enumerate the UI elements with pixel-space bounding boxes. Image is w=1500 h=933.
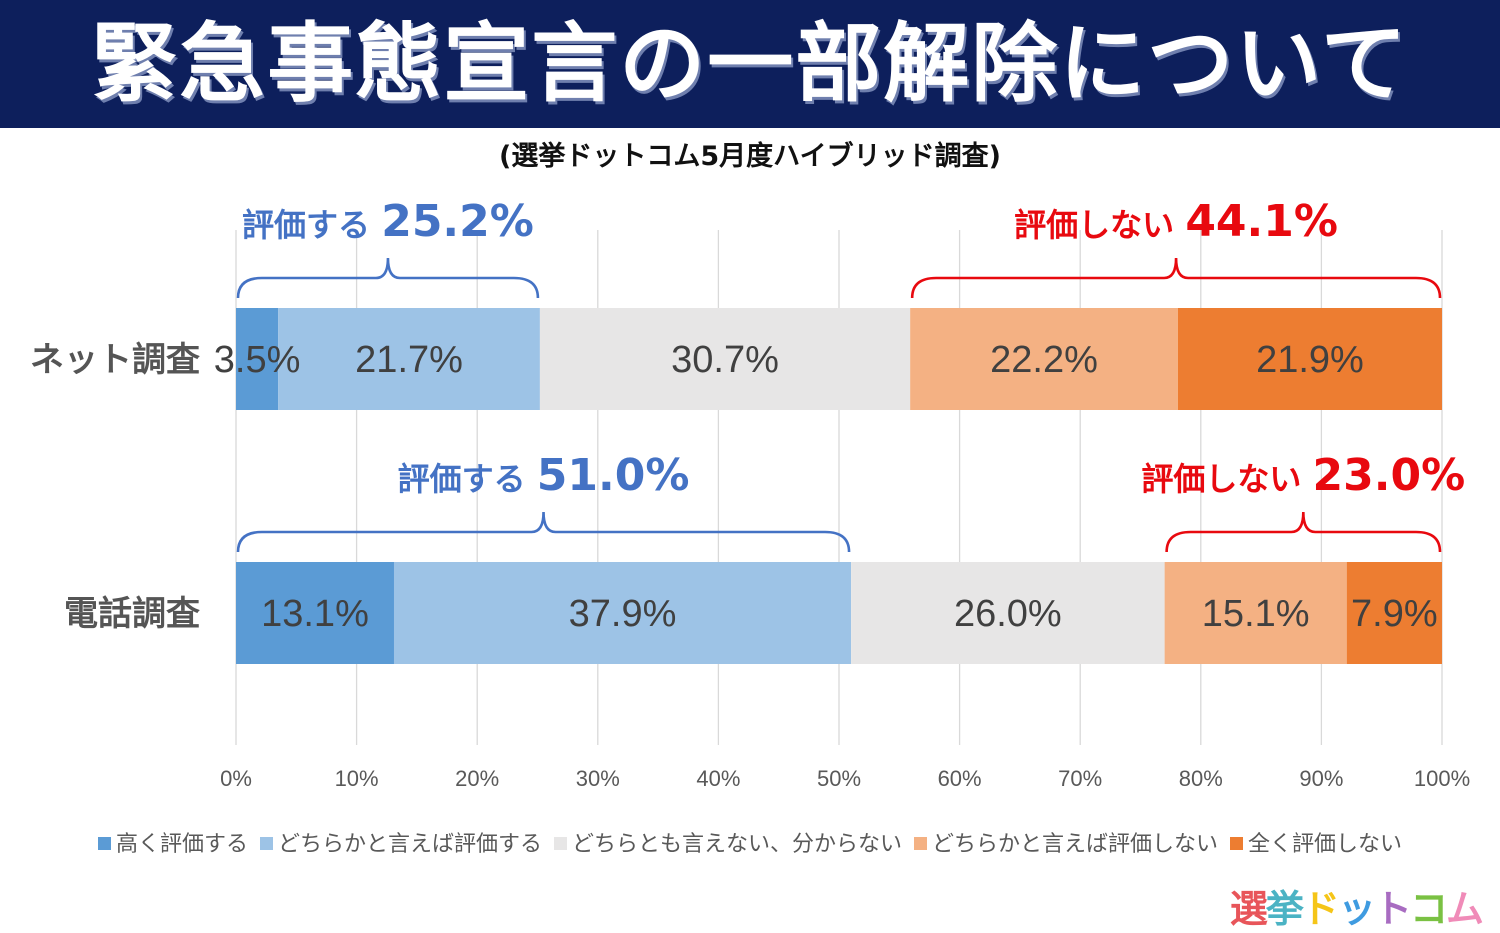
annotation-value: 23.0% xyxy=(1313,450,1466,501)
bar-segment xyxy=(539,308,911,410)
legend-swatch xyxy=(259,837,273,850)
legend: 高く評価する どちらかと言えば評価する どちらとも言えない、分からない どちらかと言え… xyxy=(0,826,1500,858)
logo-char: ド xyxy=(1301,887,1340,931)
x-tick-label: 0% xyxy=(220,766,252,791)
bar-segment xyxy=(393,562,852,664)
data-label: 15.1% xyxy=(1202,593,1310,635)
title-banner xyxy=(0,0,1500,128)
annotation-label: 評価する xyxy=(398,460,537,498)
bar-segment xyxy=(1177,308,1442,410)
annotation-label: 評価しない xyxy=(1014,206,1185,244)
annotation-positive: 評価する 51.0% xyxy=(398,450,690,501)
legend-swatch xyxy=(914,837,927,850)
legend-swatch xyxy=(553,837,567,850)
data-label: 37.9% xyxy=(569,593,677,635)
category-label: ネット調査 xyxy=(30,340,200,380)
bar-segment xyxy=(278,308,540,410)
logo-char: ト xyxy=(1373,887,1412,931)
logo-char: ム xyxy=(1445,887,1484,931)
x-tick-label: 60% xyxy=(938,766,982,791)
annotation-value: 25.2% xyxy=(381,196,534,247)
x-tick-label: 40% xyxy=(696,766,740,791)
annotation-value: 51.0% xyxy=(537,450,690,501)
logo-char: 挙 xyxy=(1265,887,1304,931)
data-label: 3.5% xyxy=(214,339,301,381)
bar-segment xyxy=(910,308,1178,410)
legend-item: 全く評価しない xyxy=(1230,826,1402,858)
legend-item: 高く評価する xyxy=(97,826,248,858)
x-tick-label: 20% xyxy=(455,766,499,791)
annotation-negative: 評価しない 44.1% xyxy=(1014,196,1338,247)
logo-char: 選 xyxy=(1229,887,1268,931)
bar-segment xyxy=(236,562,394,664)
data-label: 7.9% xyxy=(1351,593,1438,635)
brace-negative xyxy=(910,257,1442,299)
legend-item: どちらかと言えば評価しない xyxy=(914,826,1218,858)
legend-item: どちらかと言えば評価する xyxy=(259,826,542,858)
bars: 3.5% 21.7% 30.7% 22.2% 21.9% 13.1% 37.9% 26.0% 1… xyxy=(214,308,1442,664)
x-tick-label: 100% xyxy=(1414,766,1470,791)
bar-segment xyxy=(1346,562,1442,664)
legend-label: 全く評価しない xyxy=(1248,832,1403,857)
logo-char: コ xyxy=(1409,887,1448,931)
x-tick-label: 80% xyxy=(1179,766,1223,791)
legend-label: どちらかと言えば評価しない xyxy=(932,832,1219,857)
brace-negative xyxy=(1165,511,1442,553)
brace-positive xyxy=(236,511,851,553)
annotation-label: 評価しない xyxy=(1141,460,1312,498)
data-label: 21.9% xyxy=(1256,339,1364,381)
data-label: 21.7% xyxy=(355,339,463,381)
bar-segment xyxy=(1164,562,1347,664)
annotations: 評価する 25.2% 評価しない 44.1% 評価する 51.0% 評価しない 23.… xyxy=(236,196,1465,553)
annotation-label: 評価する xyxy=(242,206,381,244)
x-tick-label: 10% xyxy=(335,766,379,791)
legend-swatch xyxy=(97,837,111,850)
annotation-negative: 評価しない 23.0% xyxy=(1141,450,1465,501)
x-tick-label: 90% xyxy=(1299,766,1343,791)
data-label: 13.1% xyxy=(261,593,369,635)
annotation-value: 44.1% xyxy=(1185,196,1338,247)
brand-logo: 選挙ドットコム xyxy=(1229,878,1484,933)
legend-label: 高く評価する xyxy=(115,832,248,857)
logo-char: ッ xyxy=(1337,887,1376,931)
legend-swatch xyxy=(1230,837,1244,850)
x-axis-ticks: 0% 10% 20% 30% 40% 50% 60% 70% 80% 90% 100% xyxy=(220,766,1470,791)
x-tick-label: 70% xyxy=(1058,766,1102,791)
page-subtitle: (選挙ドットコム5月度ハイブリッド調査) xyxy=(499,141,1001,172)
data-label: 22.2% xyxy=(990,339,1098,381)
x-tick-label: 30% xyxy=(576,766,620,791)
legend-label: どちらかと言えば評価する xyxy=(277,832,542,857)
page-title: 緊急事態宣言の一部解除について xyxy=(91,14,1409,114)
x-tick-label: 50% xyxy=(817,766,861,791)
data-label: 26.0% xyxy=(954,593,1062,635)
legend-item: どちらとも言えない、分からない xyxy=(553,826,902,858)
bar-segment xyxy=(236,308,279,410)
annotation-positive: 評価する 25.2% xyxy=(242,196,534,247)
legend-label: どちらとも言えない、分からない xyxy=(571,832,902,857)
data-label: 30.7% xyxy=(671,339,779,381)
brace-positive xyxy=(236,257,540,299)
category-label: 電話調査 xyxy=(64,594,200,634)
bar-segment xyxy=(851,562,1165,664)
